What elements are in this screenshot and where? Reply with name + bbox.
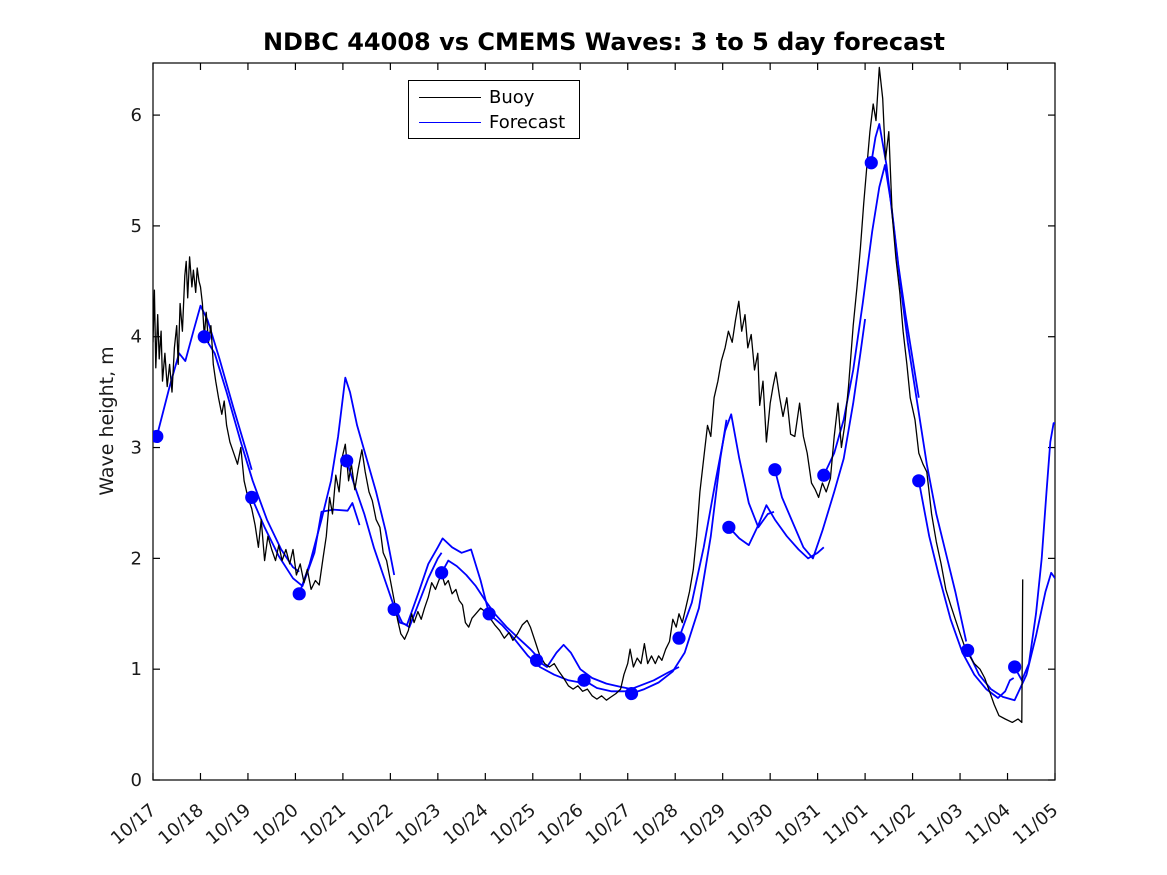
- y-axis-label: Wave height, m: [96, 346, 118, 496]
- x-tick-label: 10/17: [107, 800, 160, 849]
- forecast-start-marker: [529, 653, 544, 667]
- forecast-segment-line: [966, 571, 1055, 702]
- legend-label-forecast: Forecast: [489, 111, 566, 133]
- forecast-start-marker: [722, 520, 736, 534]
- forecast-start-marker: [435, 566, 449, 580]
- forecast-segment-line: [250, 497, 361, 587]
- forecast-start-marker: [768, 463, 782, 477]
- forecast-segment-line: [678, 413, 775, 639]
- forecast-start-marker: [817, 468, 831, 482]
- forecast-segment-line: [917, 480, 1015, 699]
- forecast-segment-line: [155, 304, 253, 470]
- x-tick-label: 10/27: [582, 800, 635, 849]
- y-tick-label: 4: [131, 327, 142, 348]
- x-tick-label: 11/03: [914, 800, 967, 849]
- x-tick-label: 11/02: [867, 800, 920, 849]
- x-tick-label: 11/04: [962, 800, 1015, 849]
- axes-box: [152, 62, 1056, 781]
- forecast-start-marker: [864, 156, 878, 170]
- forecast-start-marker: [340, 454, 354, 468]
- x-tick-label: 10/20: [249, 800, 302, 849]
- x-tick-label: 10/26: [534, 800, 587, 849]
- y-tick-label: 6: [131, 105, 142, 126]
- x-tick-label: 11/01: [819, 800, 872, 849]
- forecast-segment-line: [870, 123, 968, 642]
- forecast-start-marker: [912, 474, 926, 488]
- legend-line-forecast: [419, 121, 481, 123]
- x-tick-label: 10/31: [772, 800, 825, 849]
- forecast-segment-line: [488, 613, 585, 684]
- legend-entry-buoy: Buoy: [409, 85, 579, 110]
- x-tick-label: 10/28: [629, 800, 682, 849]
- legend-line-buoy: [419, 96, 481, 98]
- x-tick-label: 10/23: [392, 800, 445, 849]
- forecast-start-marker: [961, 643, 975, 657]
- x-tick-label: 11/05: [1009, 800, 1062, 849]
- legend-box: Buoy Forecast: [408, 80, 580, 139]
- legend-label-buoy: Buoy: [489, 86, 535, 108]
- forecast-start-marker: [387, 602, 401, 616]
- x-tick-label: 10/22: [344, 800, 397, 849]
- y-tick-label: 3: [131, 438, 142, 459]
- y-tick-label: 1: [131, 659, 142, 680]
- y-tick-label: 2: [131, 548, 142, 569]
- forecast-segment-line: [536, 643, 632, 690]
- x-tick-label: 10/18: [154, 800, 207, 849]
- forecast-segment-line: [203, 336, 300, 573]
- y-tick-label: 5: [131, 216, 142, 237]
- buoy-series-line: [153, 66, 1024, 724]
- forecast-segment-line: [822, 164, 920, 476]
- forecast-segment-line: [393, 537, 490, 626]
- forecast-segment-line: [1013, 422, 1055, 682]
- forecast-start-marker: [153, 429, 164, 444]
- x-tick-label: 10/21: [297, 800, 350, 849]
- forecast-segment-line: [298, 376, 396, 595]
- forecast-segment-line: [774, 318, 866, 560]
- forecast-segment-line: [631, 419, 728, 695]
- forecast-segment-line: [440, 559, 538, 657]
- forecast-start-marker: [577, 673, 591, 687]
- x-tick-label: 10/19: [202, 800, 255, 849]
- y-tick-label: 0: [131, 770, 142, 791]
- forecast-segment-line: [728, 504, 825, 560]
- forecast-start-marker: [624, 686, 639, 701]
- forecast-start-marker: [672, 631, 686, 645]
- forecast-start-marker: [482, 607, 496, 621]
- chart-title: NDBC 44008 vs CMEMS Waves: 3 to 5 day fo…: [262, 28, 946, 56]
- legend-entry-forecast: Forecast: [409, 110, 579, 135]
- forecast-start-marker: [197, 330, 211, 344]
- x-tick-label: 10/25: [487, 800, 540, 849]
- forecast-start-marker: [292, 587, 306, 601]
- forecast-start-marker: [245, 490, 259, 505]
- x-tick-label: 10/30: [724, 800, 777, 849]
- x-tick-label: 10/29: [677, 800, 730, 849]
- forecast-start-marker: [1008, 660, 1022, 674]
- x-tick-label: 10/24: [439, 800, 492, 849]
